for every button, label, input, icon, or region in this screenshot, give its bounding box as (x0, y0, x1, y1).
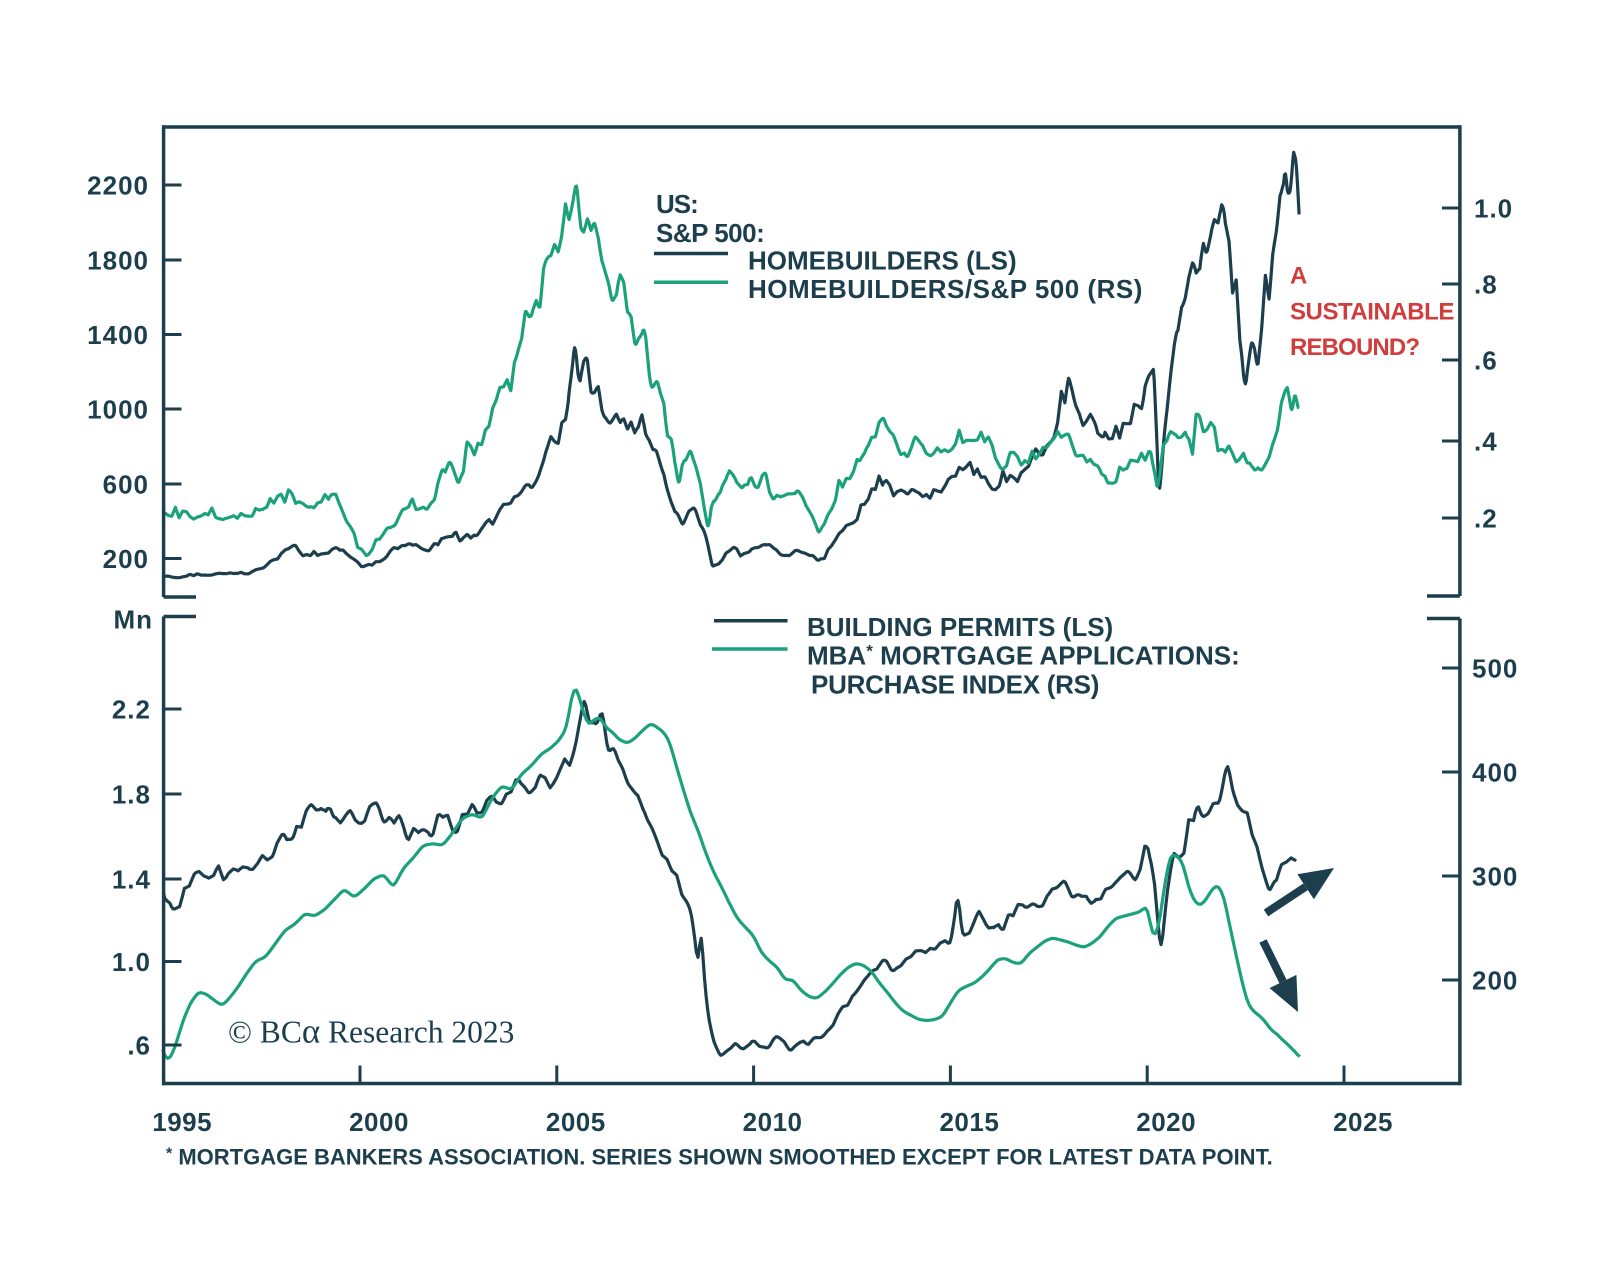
svg-text:.6: .6 (1474, 346, 1498, 376)
svg-text:1400: 1400 (87, 320, 149, 350)
svg-text:REBOUND?: REBOUND? (1290, 334, 1419, 361)
svg-text:1.4: 1.4 (112, 865, 151, 895)
svg-text:HOMEBUILDERS (LS): HOMEBUILDERS (LS) (748, 246, 1017, 276)
svg-text:2.2: 2.2 (112, 695, 151, 725)
svg-text:S&P 500:: S&P 500: (656, 218, 764, 248)
svg-text:* MORTGAGE BANKERS ASSOCIATION: * MORTGAGE BANKERS ASSOCIATION. SERIES S… (166, 1145, 1273, 1170)
svg-text:2005: 2005 (546, 1107, 606, 1137)
svg-text:US:: US: (656, 189, 698, 219)
svg-text:2200: 2200 (87, 171, 149, 201)
svg-text:200: 200 (103, 544, 149, 574)
svg-text:© BCα Research 2023: © BCα Research 2023 (228, 1012, 514, 1051)
svg-text:MBA* MORTGAGE APPLICATIONS:: MBA* MORTGAGE APPLICATIONS: (807, 641, 1240, 671)
svg-text:300: 300 (1472, 862, 1518, 892)
svg-text:2020: 2020 (1136, 1107, 1196, 1137)
svg-text:.2: .2 (1474, 504, 1498, 534)
svg-text:PURCHASE INDEX (RS): PURCHASE INDEX (RS) (811, 670, 1099, 700)
svg-text:.4: .4 (1474, 427, 1498, 457)
svg-text:1000: 1000 (87, 395, 149, 425)
svg-text:2025: 2025 (1333, 1107, 1393, 1137)
svg-text:400: 400 (1472, 758, 1518, 788)
svg-text:BUILDING PERMITS (LS): BUILDING PERMITS (LS) (807, 612, 1113, 642)
svg-text:.8: .8 (1474, 270, 1498, 300)
svg-text:200: 200 (1472, 966, 1518, 996)
svg-text:A: A (1290, 263, 1307, 290)
svg-text:1995: 1995 (152, 1107, 212, 1137)
svg-text:1.0: 1.0 (1474, 194, 1513, 224)
svg-text:Mn: Mn (113, 605, 153, 635)
svg-text:2010: 2010 (743, 1107, 803, 1137)
svg-text:SUSTAINABLE: SUSTAINABLE (1290, 299, 1454, 326)
svg-text:2000: 2000 (349, 1107, 409, 1137)
svg-text:600: 600 (103, 470, 149, 500)
svg-text:HOMEBUILDERS/S&P 500 (RS): HOMEBUILDERS/S&P 500 (RS) (748, 274, 1143, 304)
svg-text:1800: 1800 (87, 246, 149, 276)
svg-text:1.0: 1.0 (112, 947, 151, 977)
svg-text:500: 500 (1472, 654, 1518, 684)
svg-text:1.8: 1.8 (112, 780, 151, 810)
svg-text:.6: .6 (127, 1031, 151, 1061)
svg-text:2015: 2015 (939, 1107, 999, 1137)
